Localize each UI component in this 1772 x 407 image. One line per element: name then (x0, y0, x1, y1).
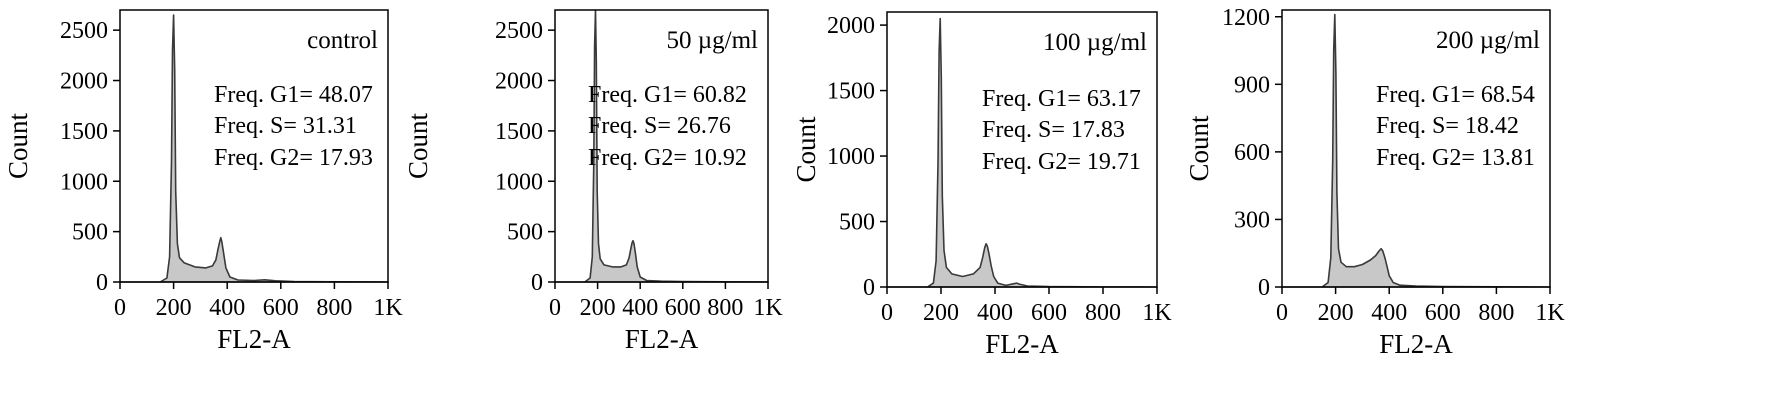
histogram-area (1281, 13, 1551, 288)
y-tick-label: 600 (1234, 140, 1270, 166)
freq-annotation: Freq. S= 31.31 (214, 113, 357, 139)
panel-title: 100 µg/ml (1043, 29, 1147, 56)
y-tick-label: 1200 (1222, 5, 1270, 31)
histogram-panel-1: 0 200 400 600 800 1K 0 500 1000 1500 2000 2500 FL2-A… (3, 9, 403, 354)
y-tick-label: 0 (531, 270, 543, 296)
y-tick-label: 500 (72, 220, 108, 246)
x-axis-label: FL2-A (1379, 329, 1453, 359)
freq-annotation: Freq. S= 18.42 (1376, 113, 1519, 139)
histogram-area (886, 17, 1158, 288)
x-axis-label: FL2-A (217, 324, 291, 354)
panel-title: 200 µg/ml (1436, 27, 1540, 54)
x-tick-label: 600 (1425, 300, 1461, 326)
x-axis-label: FL2-A (625, 324, 699, 354)
histogram-area (554, 9, 769, 283)
freq-annotation: Freq. S= 17.83 (982, 117, 1125, 143)
y-axis-label: Count (3, 112, 33, 179)
x-tick-label: 0 (881, 300, 893, 326)
freq-annotation: Freq. S= 26.76 (588, 113, 731, 139)
x-tick-label: 200 (1318, 300, 1354, 326)
y-tick-label: 300 (1234, 207, 1270, 233)
y-tick-label: 1500 (60, 119, 108, 145)
x-tick-label: 0 (114, 295, 126, 321)
histogram-panel-2: 0 200 400 600 800 1K 0 500 1000 1500 2000 2500 FL2-A… (403, 9, 783, 354)
x-tick-label: 200 (923, 300, 959, 326)
plot-frame (1281, 9, 1551, 288)
x-tick-label: 800 (316, 295, 352, 321)
y-tick-label: 1000 (495, 169, 543, 195)
panel-title: 50 µg/ml (667, 27, 759, 54)
freq-annotation: Freq. G2= 17.93 (214, 145, 373, 171)
y-tick-label: 0 (863, 275, 875, 301)
histogram-panel-4: 0 200 400 600 800 1K 0 300 600 900 1200 FL2-A Count 2… (1184, 5, 1565, 359)
y-axis-label: Count (791, 116, 821, 183)
freq-annotation: Freq. G1= 60.82 (588, 82, 747, 108)
freq-annotation: Freq. G2= 13.81 (1376, 145, 1535, 171)
freq-annotation: Freq. G1= 63.17 (982, 86, 1141, 112)
x-tick-label: 800 (1478, 300, 1514, 326)
y-tick-label: 1000 (60, 169, 108, 195)
freq-annotation: Freq. G1= 48.07 (214, 82, 373, 108)
x-tick-label: 1K (753, 295, 783, 321)
histogram-area (119, 14, 389, 283)
y-tick-label: 0 (1258, 275, 1270, 301)
x-tick-label: 600 (263, 295, 299, 321)
y-tick-label: 500 (507, 220, 543, 246)
histogram-panel-3: 0 200 400 600 800 1K 0 500 1000 1500 2000 FL2-A Coun… (791, 11, 1172, 359)
x-tick-label: 400 (209, 295, 245, 321)
plot-frame (886, 11, 1158, 288)
y-tick-label: 1500 (827, 79, 875, 105)
y-axis-label: Count (403, 112, 433, 179)
x-tick-label: 0 (549, 295, 561, 321)
y-tick-label: 2000 (495, 69, 543, 95)
freq-annotation: Freq. G2= 19.71 (982, 149, 1141, 175)
x-tick-label: 800 (1085, 300, 1121, 326)
x-tick-label: 1K (1535, 300, 1565, 326)
x-tick-label: 800 (707, 295, 743, 321)
x-tick-label: 400 (977, 300, 1013, 326)
y-tick-label: 2500 (60, 18, 108, 44)
y-axis-label: Count (1184, 115, 1214, 182)
y-tick-label: 2500 (495, 18, 543, 44)
x-axis-label: FL2-A (985, 329, 1059, 359)
panel-title: control (307, 27, 378, 54)
x-tick-label: 1K (373, 295, 403, 321)
x-tick-label: 200 (580, 295, 616, 321)
freq-annotation: Freq. G1= 68.54 (1376, 82, 1535, 108)
x-tick-label: 0 (1276, 300, 1288, 326)
y-tick-label: 0 (96, 270, 108, 296)
freq-annotation: Freq. G2= 10.92 (588, 145, 747, 171)
x-tick-label: 400 (622, 295, 658, 321)
y-tick-label: 900 (1234, 72, 1270, 98)
y-tick-label: 1500 (495, 119, 543, 145)
y-tick-label: 500 (839, 210, 875, 236)
y-tick-label: 2000 (60, 69, 108, 95)
x-tick-label: 400 (1371, 300, 1407, 326)
x-tick-label: 600 (665, 295, 701, 321)
y-tick-label: 1000 (827, 144, 875, 170)
plot-frame (119, 9, 389, 283)
x-tick-label: 600 (1031, 300, 1067, 326)
x-tick-label: 200 (156, 295, 192, 321)
plot-frame (554, 9, 769, 283)
x-tick-label: 1K (1142, 300, 1172, 326)
y-tick-label: 2000 (827, 13, 875, 39)
